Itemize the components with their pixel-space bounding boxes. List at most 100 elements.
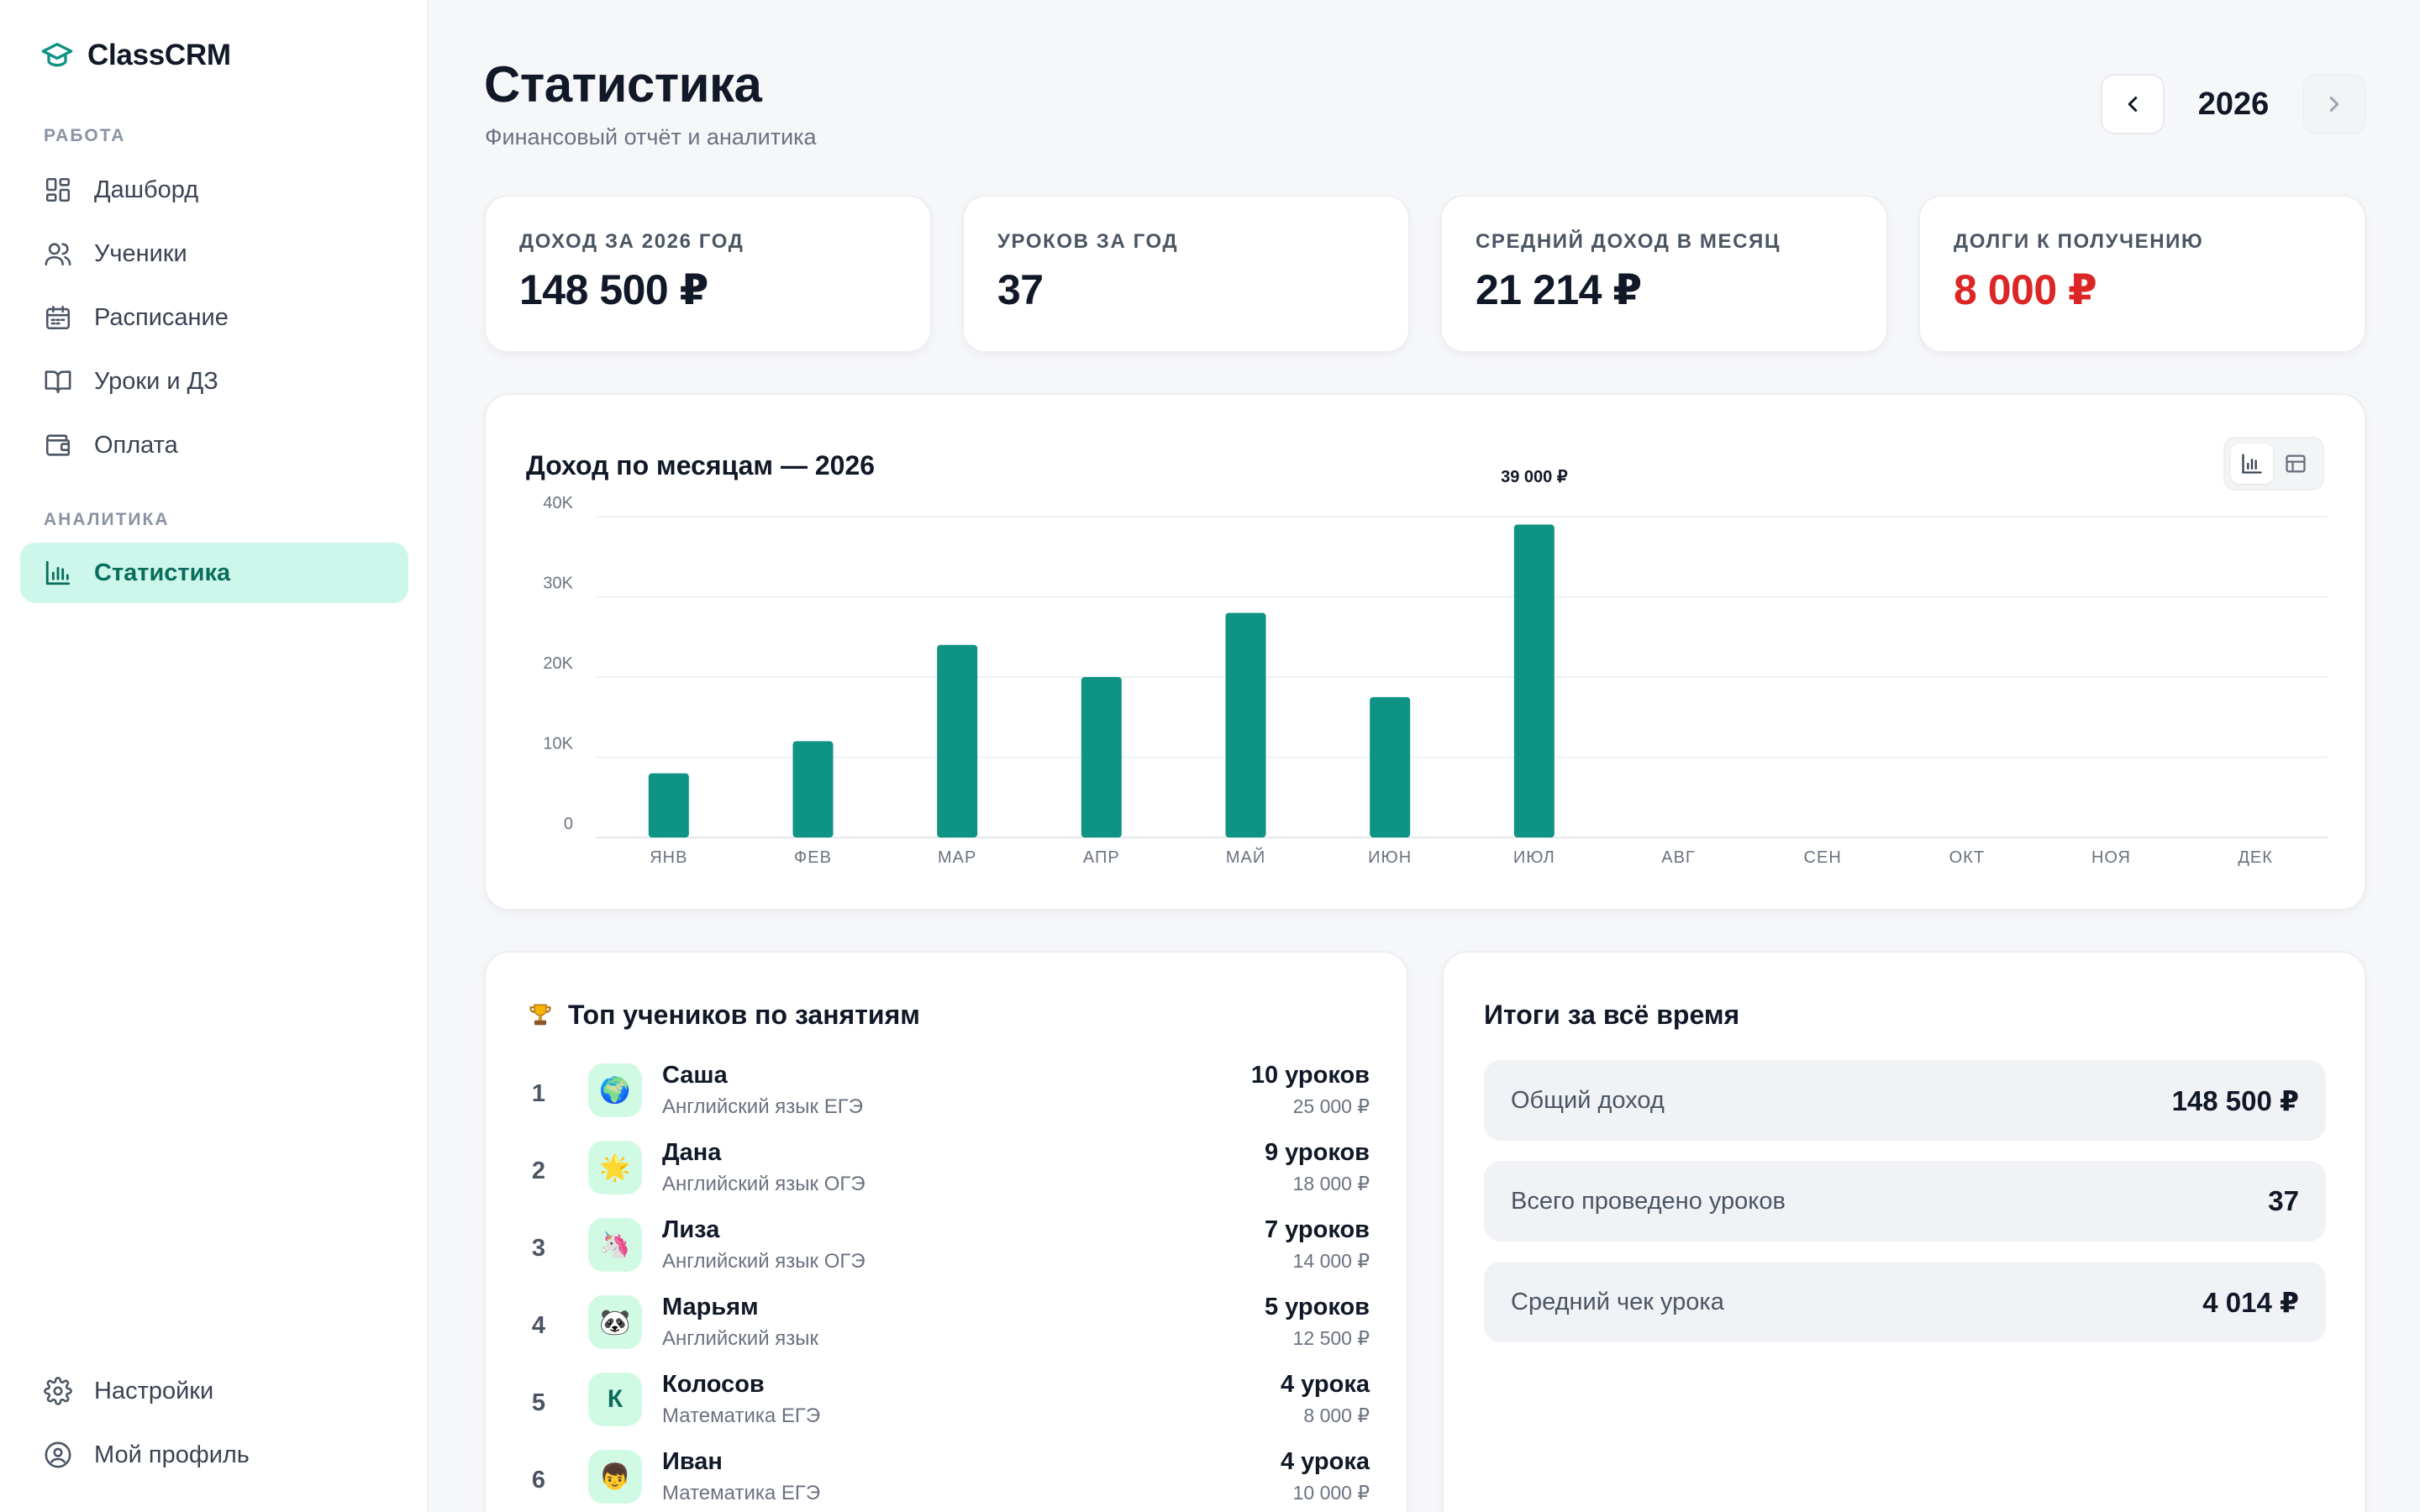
kpi-label: СРЕДНИЙ ДОХОД В МЕСЯЦ (1476, 230, 1781, 253)
student-lessons: 4 урока (1280, 1448, 1370, 1475)
sidebar-item-label: Ученики (94, 239, 187, 267)
student-name: Дана (662, 1139, 722, 1166)
sidebar-item-label: Расписание (94, 303, 229, 331)
table-view-button[interactable] (2275, 444, 2317, 484)
y-tick-label: 30K (543, 575, 573, 593)
sidebar-item-label: Дашборд (94, 176, 199, 203)
prev-year-button[interactable] (2101, 74, 2165, 134)
sidebar-item-label: Уроки и ДЗ (94, 367, 218, 395)
dashboard-icon (44, 176, 72, 204)
year-switcher: 2026 (2101, 74, 2366, 134)
summary-label: Общий доход (1511, 1086, 1665, 1114)
app-name: ClassCRM (87, 39, 231, 71)
avatar: 🌟 (588, 1141, 642, 1194)
top-students-header: Топ учеников по занятиям (526, 1000, 920, 1031)
current-year: 2026 (2197, 86, 2270, 122)
sidebar-item-schedule[interactable]: Расписание (20, 287, 408, 348)
y-tick-label: 40K (543, 494, 573, 512)
x-tick-label: ОКТ (1949, 848, 1985, 867)
kpi-card-average: СРЕДНИЙ ДОХОД В МЕСЯЦ 21 214 ₽ (1440, 195, 1888, 353)
sidebar-item-settings[interactable]: Настройки (20, 1361, 408, 1421)
list-item[interactable]: 1 🌍 Саша Английский язык ЕГЭ 10 уроков 25 000… (526, 1062, 1370, 1141)
student-subject: Английский язык ЕГЭ (662, 1095, 863, 1118)
y-tick-label: 10K (543, 735, 573, 753)
avatar: К (588, 1373, 642, 1426)
page-subtitle: Финансовый отчёт и аналитика (485, 124, 817, 150)
sidebar-item-profile[interactable]: Мой профиль (20, 1425, 408, 1485)
next-year-button[interactable] (2302, 74, 2366, 134)
x-tick-label: ДЕК (2238, 848, 2273, 867)
sidebar-item-label: Оплата (94, 431, 178, 459)
book-icon (44, 367, 72, 396)
kpi-card-debts: ДОЛГИ К ПОЛУЧЕНИЮ 8 000 ₽ (1918, 195, 2366, 353)
summary-value: 4 014 ₽ (2202, 1286, 2299, 1318)
sidebar-item-label: Мой профиль (94, 1441, 250, 1468)
student-amount: 25 000 ₽ (1292, 1095, 1370, 1117)
kpi-label: ДОЛГИ К ПОЛУЧЕНИЮ (1954, 230, 2204, 253)
list-item[interactable]: 2 🌟 Дана Английский язык ОГЭ 9 уроков 18 000 … (526, 1139, 1370, 1218)
summary-row-total-lessons: Всего проведено уроков 37 (1484, 1161, 2326, 1242)
student-subject: Математика ЕГЭ (662, 1404, 821, 1427)
y-tick-label: 20K (543, 654, 573, 673)
summary-row-total-income: Общий доход 148 500 ₽ (1484, 1060, 2326, 1141)
income-chart-card: Доход по месяцам — 2026 0 10K 20K 30K 40K ЯНВ… (484, 393, 2366, 911)
kpi-value: 21 214 ₽ (1476, 266, 1642, 313)
users-icon (44, 239, 72, 268)
student-subject: Английский язык (662, 1327, 819, 1350)
student-rank: 6 (531, 1467, 546, 1494)
x-tick-label: НОЯ (2091, 848, 2131, 867)
student-name: Марьям (662, 1294, 759, 1320)
brand[interactable]: ClassCRM (40, 39, 231, 72)
student-lessons: 4 урока (1280, 1371, 1370, 1398)
student-amount: 18 000 ₽ (1292, 1173, 1370, 1194)
chart-bar (1225, 612, 1266, 837)
chart-title: Доход по месяцам — 2026 (526, 450, 876, 480)
section-label-work: РАБОТА (44, 126, 126, 145)
data-label: 39 000 ₽ (1501, 468, 1568, 486)
avatar: 🦄 (588, 1218, 642, 1272)
sidebar-item-payment[interactable]: Оплата (20, 415, 408, 475)
student-lessons: 5 уроков (1264, 1294, 1370, 1320)
kpi-card-lessons: УРОКОВ ЗА ГОД 37 (962, 195, 1410, 353)
list-item[interactable]: 4 🐼 Марьям Английский язык 5 уроков 12 500 ₽ (526, 1294, 1370, 1373)
list-item[interactable]: 3 🦄 Лиза Английский язык ОГЭ 7 уроков 14 000 … (526, 1216, 1370, 1295)
student-amount: 12 500 ₽ (1292, 1327, 1370, 1349)
x-tick-label: АПР (1083, 848, 1120, 867)
x-tick-label: МАР (938, 848, 976, 867)
student-rank: 1 (531, 1080, 546, 1107)
profile-icon (44, 1441, 72, 1469)
chart-bar (937, 644, 978, 837)
kpi-value: 8 000 ₽ (1954, 266, 2097, 313)
avatar: 🐼 (588, 1295, 642, 1349)
student-subject: Математика ЕГЭ (662, 1482, 821, 1504)
chart-bar (1370, 696, 1411, 837)
list-item[interactable]: 6 👦 Иван Математика ЕГЭ 4 урока 10 000 ₽ (526, 1448, 1370, 1512)
kpi-label: УРОКОВ ЗА ГОД (997, 230, 1179, 253)
sidebar-item-lessons[interactable]: Уроки и ДЗ (20, 351, 408, 412)
student-name: Лиза (662, 1216, 720, 1243)
chart-view-button[interactable] (2231, 444, 2273, 484)
student-name: Колосов (662, 1371, 765, 1398)
sidebar: ClassCRM РАБОТА Дашборд Ученики Расписан… (0, 0, 429, 1512)
chart-bar (1081, 677, 1122, 837)
bar-chart-icon (44, 559, 72, 587)
table-icon (2286, 454, 2306, 473)
sidebar-item-dashboard[interactable]: Дашборд (20, 160, 408, 220)
list-item[interactable]: 5 К Колосов Математика ЕГЭ 4 урока 8 000 ₽ (526, 1371, 1370, 1450)
summary-value: 37 (2268, 1185, 2299, 1216)
section-label-analytics: АНАЛИТИКА (44, 510, 170, 529)
student-subject: Английский язык ОГЭ (662, 1173, 865, 1195)
chart-bar (648, 773, 689, 837)
graduation-cap-icon (41, 43, 73, 67)
sidebar-item-statistics[interactable]: Статистика (20, 543, 408, 603)
bar-chart-icon (2242, 454, 2262, 474)
student-rank: 2 (531, 1158, 546, 1184)
avatar: 🌍 (588, 1063, 642, 1117)
y-tick-label: 0 (564, 815, 573, 833)
student-lessons: 7 уроков (1264, 1216, 1370, 1243)
x-tick-label: ЯНВ (650, 848, 687, 867)
all-time-summary-card: Итоги за всё время Общий доход 148 500 ₽… (1442, 951, 2366, 1512)
chart-bar (792, 741, 834, 837)
student-rank: 5 (531, 1389, 546, 1416)
sidebar-item-students[interactable]: Ученики (20, 223, 408, 284)
